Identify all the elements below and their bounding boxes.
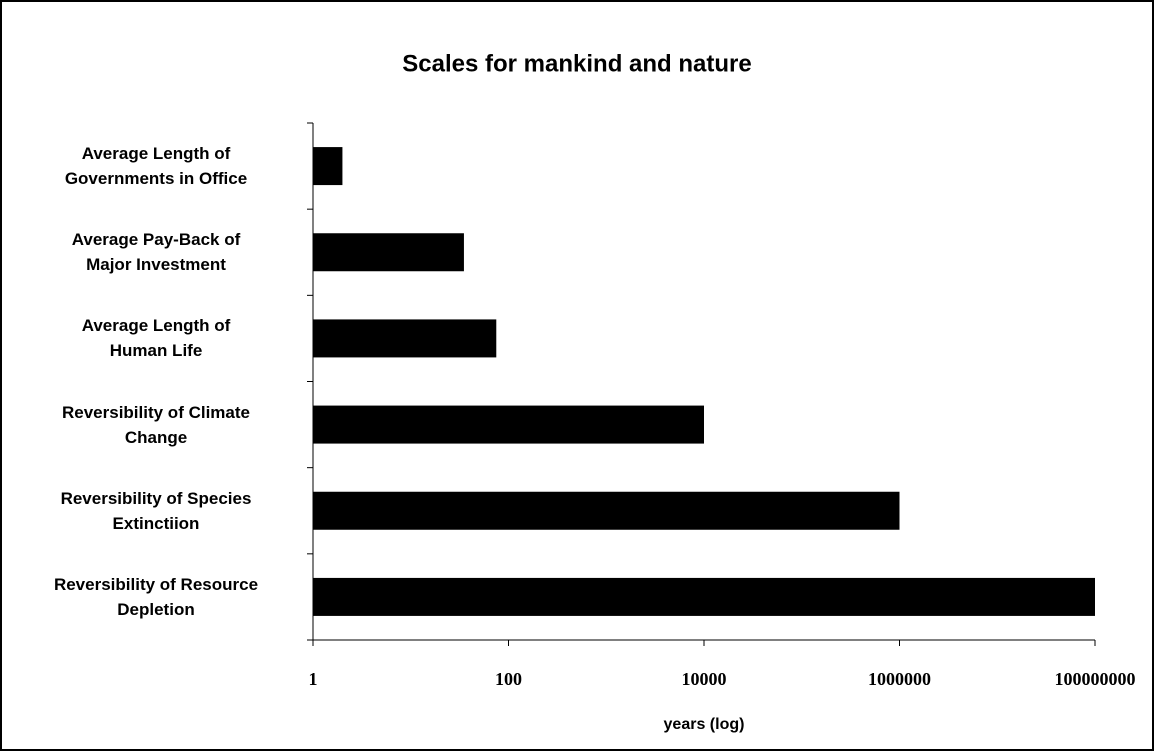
bar (313, 491, 900, 530)
y-tick-label: Average Length of Human Life (81, 316, 231, 361)
bar (313, 405, 704, 444)
x-tick-label: 1000000 (868, 669, 931, 689)
y-tick-label: Average Length of Governments in Office (64, 144, 248, 189)
x-tick-label: 1 (309, 669, 318, 689)
y-tick-label: Average Pay-Back of Major Investment (71, 230, 241, 275)
bar (313, 233, 464, 272)
bar (313, 577, 1095, 616)
x-tick-label: 100000000 (1055, 669, 1136, 689)
y-tick-label: Reversibility of Species Extinctiion (60, 488, 252, 533)
chart-title: Scales for mankind and nature (402, 50, 751, 77)
x-axis-label: years (log) (664, 716, 745, 733)
y-tick-label: Reversibility of Resource Depletion (53, 574, 259, 619)
bar (313, 147, 343, 186)
x-tick-label: 10000 (682, 669, 727, 689)
y-tick-label: Reversibility of Climate Change (61, 402, 250, 447)
bar (313, 319, 497, 358)
x-tick-label: 100 (495, 669, 522, 689)
